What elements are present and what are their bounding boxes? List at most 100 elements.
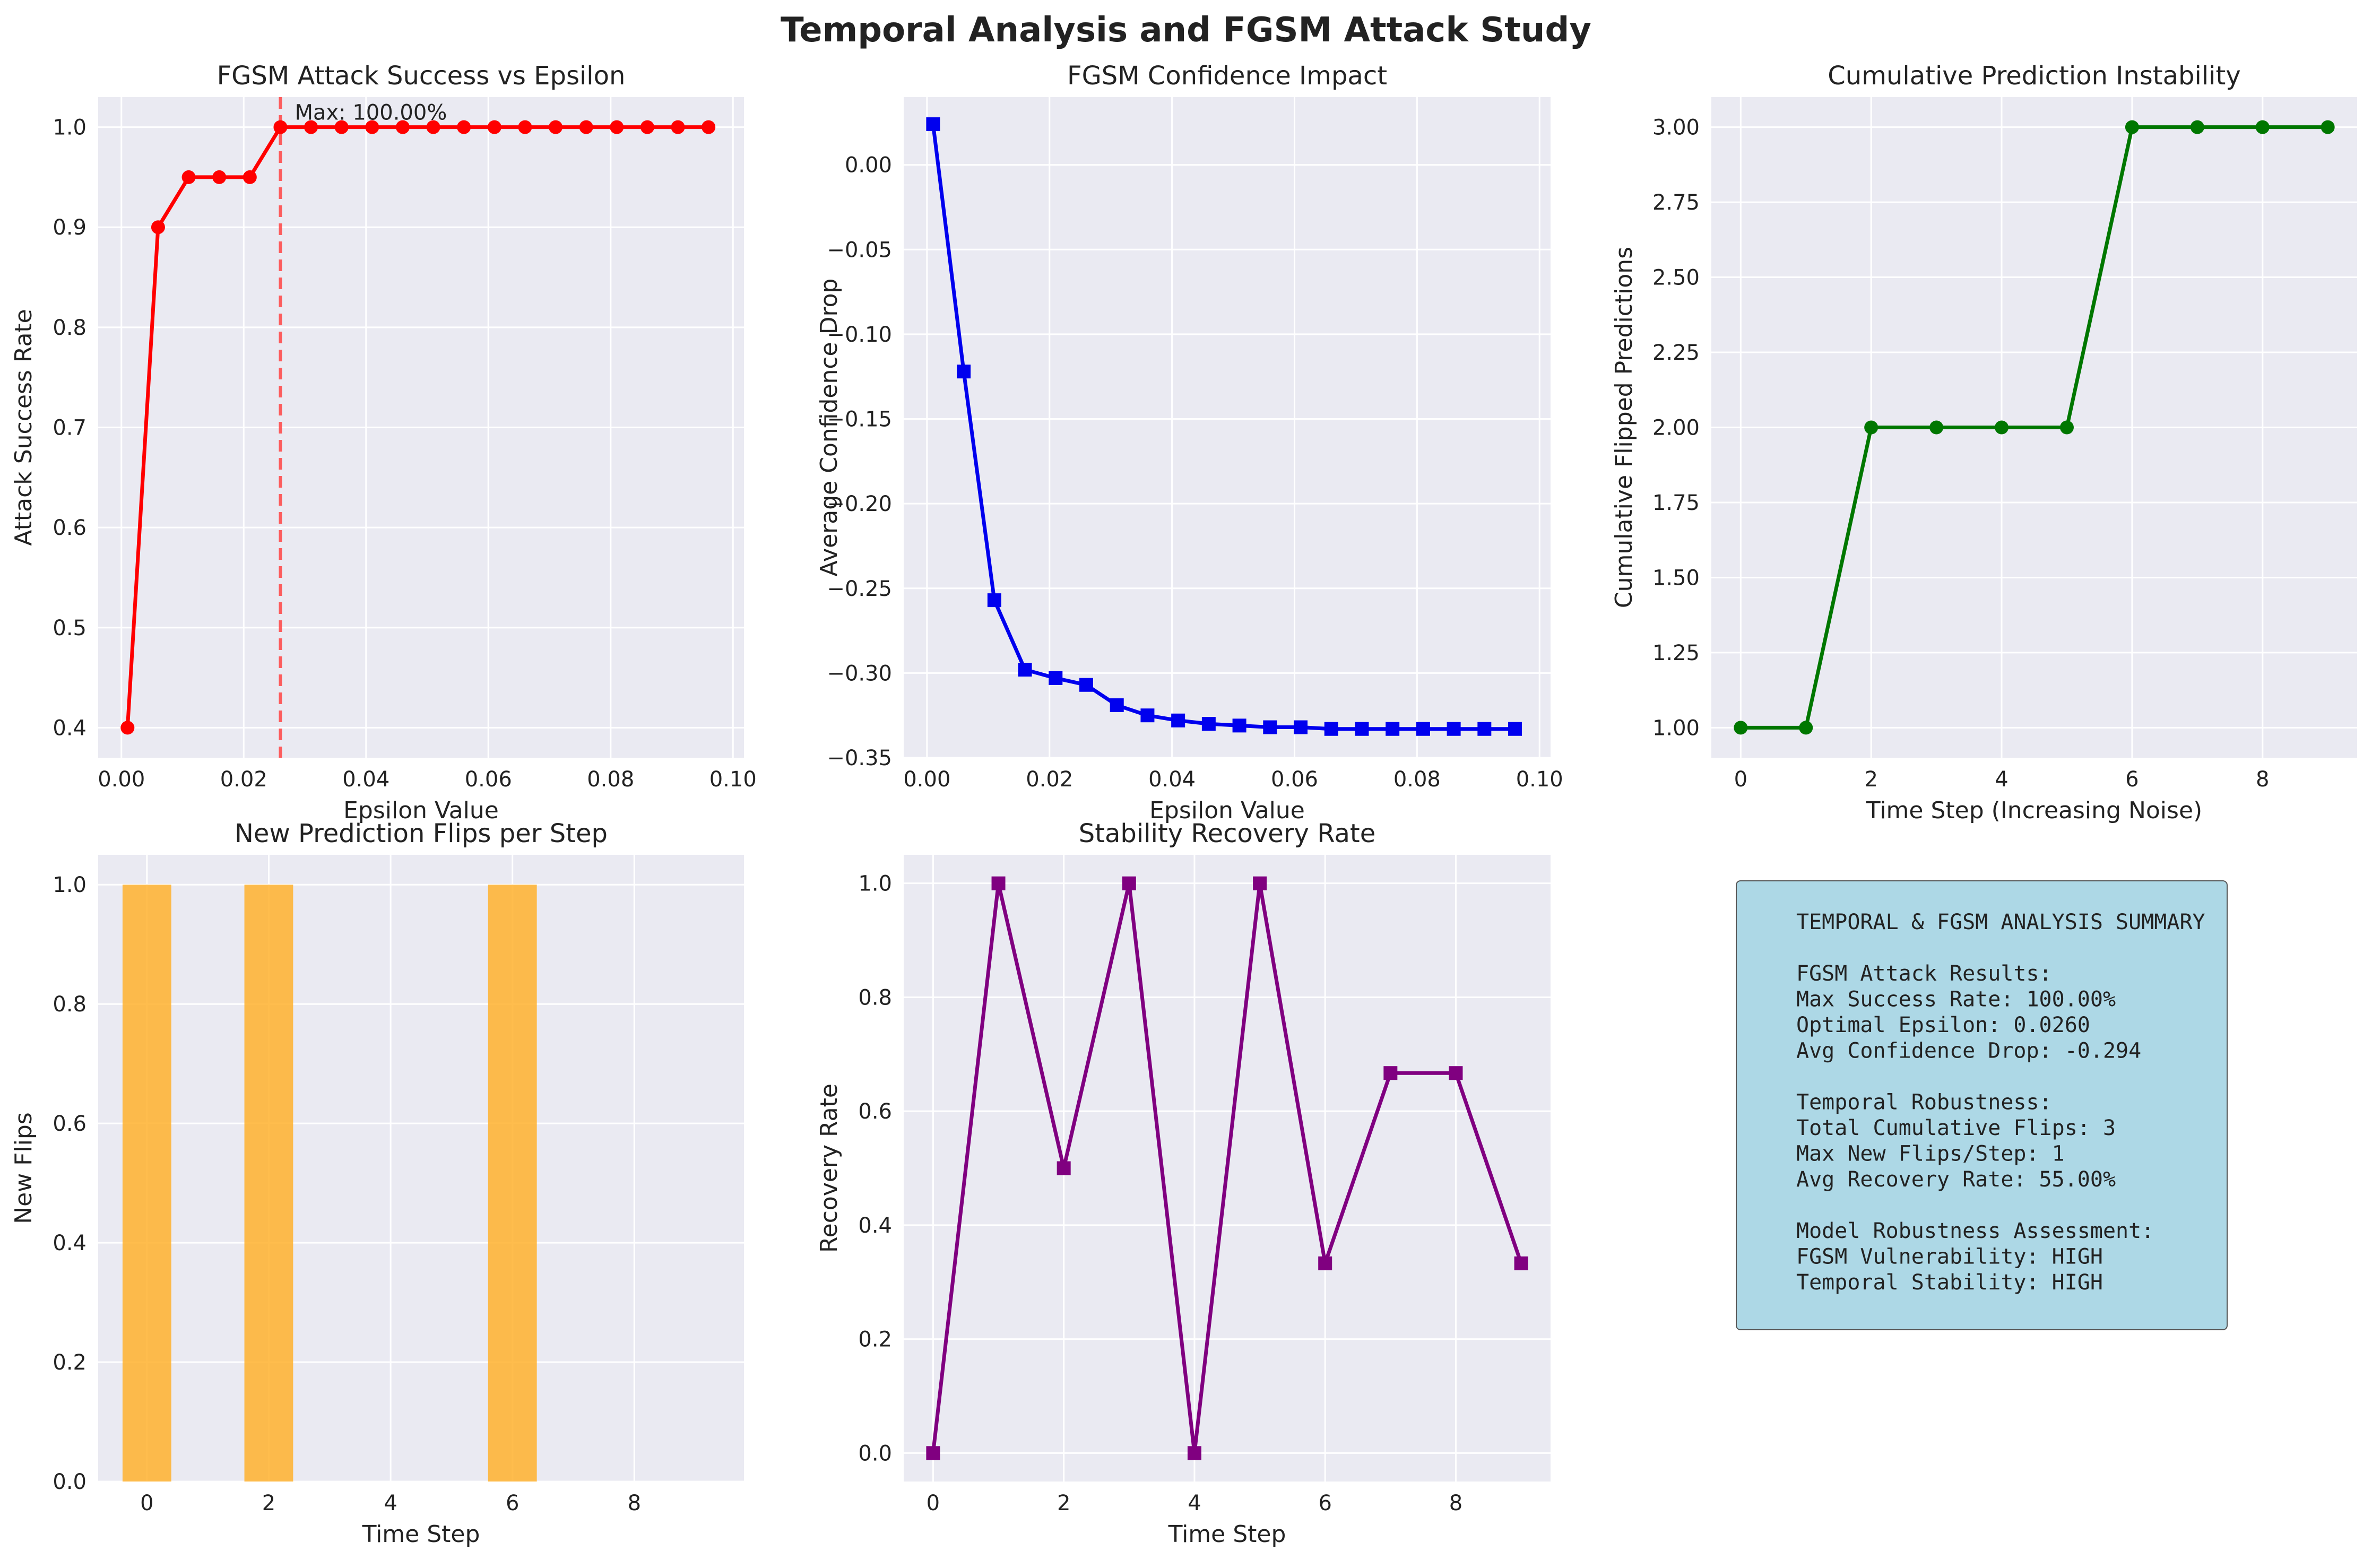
x-tick-label: 0.00: [98, 767, 145, 792]
x-tick-label: 4: [384, 1491, 397, 1515]
y-tick-label: 0.2: [53, 1350, 86, 1375]
y-tick-label: −0.20: [827, 492, 892, 516]
summary-line: Max Success Rate: 100.00%: [1796, 987, 2116, 1012]
subplot-1: 0.00 0.02 0.04 0.06 0.08 0.10 0.4 0.5 0.6 0.7 0.8 0…: [10, 61, 757, 824]
y-tick-label: 1.25: [1652, 641, 1700, 665]
summary-line: Temporal Robustness:: [1796, 1090, 2052, 1115]
y-tick-label: 0.5: [53, 616, 86, 640]
summary-line: Avg Recovery Rate: 55.00%: [1796, 1167, 2116, 1192]
y-tick-label: 0.9: [53, 215, 86, 240]
chart-title: FGSM Attack Success vs Epsilon: [217, 61, 626, 91]
data-point: [1995, 420, 2009, 435]
data-point: [926, 1446, 940, 1460]
data-point: [1110, 698, 1124, 713]
x-tick-label: 0.06: [465, 767, 512, 792]
data-point: [1122, 876, 1136, 890]
x-tick-label: 0: [1734, 767, 1747, 792]
summary-panel: TEMPORAL & FGSM ANALYSIS SUMMARY FGSM Att…: [1736, 880, 2228, 1330]
chart-title: Cumulative Prediction Instability: [1828, 61, 2240, 91]
y-tick-label: 0.2: [858, 1328, 892, 1352]
x-tick-label: 8: [628, 1491, 641, 1515]
data-point: [304, 120, 318, 134]
x-tick-label: 0.00: [903, 767, 950, 792]
data-point: [2321, 120, 2335, 134]
x-axis-label: Epsilon Value: [343, 797, 499, 824]
data-point: [1187, 1446, 1201, 1460]
data-point: [926, 117, 940, 132]
y-tick-label: 2.50: [1652, 266, 1700, 290]
data-point: [1477, 722, 1492, 736]
data-point: [1201, 717, 1216, 731]
data-point: [549, 120, 563, 134]
y-tick-label: −0.05: [827, 238, 892, 262]
chart-title: New Prediction Flips per Step: [235, 819, 608, 848]
data-point: [640, 120, 654, 134]
x-tick-label: 2: [1864, 767, 1877, 792]
y-tick-label: −0.15: [827, 408, 892, 432]
y-tick-label: −0.35: [827, 746, 892, 770]
bar: [488, 885, 537, 1482]
subplot-2: 0.00 0.02 0.04 0.06 0.08 0.10 −0.35 −0.30 −0.25 −…: [816, 61, 1563, 824]
x-tick-label: 0.10: [1516, 767, 1563, 792]
x-tick-label: 2: [262, 1491, 275, 1515]
data-point: [1514, 1256, 1528, 1270]
plot-area: [904, 97, 1551, 758]
y-tick-label: 0.4: [53, 1231, 86, 1255]
summary-lines: TEMPORAL & FGSM ANALYSIS SUMMARY FGSM Att…: [1796, 910, 2205, 1295]
y-tick-label: −0.25: [827, 577, 892, 601]
subplot-5: 0 2 4 6 8 0.0 0.2 0.4 0.6 0.8 1.0 Stability Recover…: [816, 819, 1551, 1548]
data-point: [120, 721, 135, 735]
bar: [244, 885, 293, 1482]
x-axis-label: Epsilon Value: [1149, 797, 1305, 824]
y-tick-label: 0.0: [53, 1470, 86, 1494]
y-tick-label: 0.00: [845, 153, 892, 178]
data-point: [1253, 876, 1267, 890]
y-tick-label: −0.10: [827, 323, 892, 347]
data-point: [987, 593, 1001, 608]
y-tick-label: 1.50: [1652, 566, 1700, 590]
y-tick-label: 2.00: [1652, 416, 1700, 440]
data-point: [151, 220, 165, 235]
y-tick-label: 1.0: [53, 116, 86, 140]
data-point: [487, 120, 501, 134]
y-axis-label: Cumulative Flipped Predictions: [1611, 247, 1638, 608]
x-tick-label: 0.04: [342, 767, 389, 792]
data-point: [1171, 713, 1185, 727]
x-tick-label: 6: [1318, 1491, 1331, 1515]
plot-area: [98, 855, 744, 1482]
x-tick-label: 0: [140, 1491, 153, 1515]
data-point: [1294, 720, 1308, 734]
data-point: [518, 120, 532, 134]
y-axis-label: Attack Success Rate: [10, 309, 37, 545]
x-tick-label: 0.02: [1026, 767, 1073, 792]
y-tick-label: −0.30: [827, 661, 892, 686]
x-tick-label: 6: [506, 1491, 519, 1515]
data-point: [1324, 722, 1338, 736]
data-point: [2255, 120, 2270, 134]
data-point: [2190, 120, 2204, 134]
data-point: [1416, 722, 1430, 736]
data-point: [1929, 420, 1944, 435]
data-point: [1386, 722, 1400, 736]
subplots: 0.00 0.02 0.04 0.06 0.08 0.100.40.50.60.70.80…: [10, 61, 2357, 1548]
data-point: [1508, 722, 1522, 736]
data-point: [334, 120, 349, 134]
summary-line: Avg Confidence Drop: -0.294: [1796, 1039, 2141, 1063]
x-tick-label: 0: [927, 1491, 940, 1515]
x-tick-label: 6: [2125, 767, 2139, 792]
x-tick-label: 4: [1188, 1491, 1201, 1515]
y-axis-label: Recovery Rate: [816, 1084, 843, 1253]
summary-line: Total Cumulative Flips: 3: [1796, 1116, 2116, 1140]
x-tick-label: 0.08: [1393, 767, 1441, 792]
data-point: [1232, 718, 1246, 733]
y-tick-label: 0.8: [53, 316, 86, 340]
data-point: [181, 170, 196, 184]
data-point: [1383, 1066, 1398, 1080]
data-point: [1018, 663, 1032, 677]
bar: [122, 885, 171, 1482]
summary-line: Optimal Epsilon: 0.0260: [1796, 1013, 2090, 1037]
summary-line: FGSM Vulnerability: HIGH: [1796, 1245, 2103, 1269]
chart-title: FGSM Confidence Impact: [1067, 61, 1387, 91]
data-point: [610, 120, 624, 134]
